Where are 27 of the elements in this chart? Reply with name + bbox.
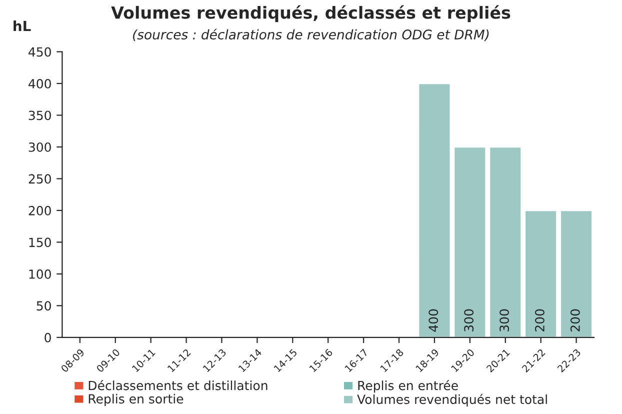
y-tick-label: 0 bbox=[44, 332, 51, 342]
chart-subtitle: (sources : déclarations de revendication ODG et DRM) bbox=[133, 28, 489, 42]
bar bbox=[560, 210, 593, 338]
data-label: 400 bbox=[428, 309, 438, 332]
bar bbox=[418, 82, 452, 338]
y-tick-label: 200 bbox=[28, 206, 51, 216]
y-tick-label: 300 bbox=[28, 142, 51, 152]
y-tick-label: 450 bbox=[28, 47, 51, 57]
data-label: 200 bbox=[570, 309, 580, 332]
data-label: 200 bbox=[535, 309, 544, 332]
y-tick-label: 100 bbox=[29, 269, 51, 279]
legend-label: Déclassements et distillation bbox=[88, 380, 268, 390]
y-tick-label: 50 bbox=[36, 301, 51, 311]
bar bbox=[488, 146, 522, 338]
legend-label: Replis en sortie bbox=[88, 394, 184, 406]
y-tick-label: 400 bbox=[28, 78, 51, 88]
data-label: 300 bbox=[464, 309, 474, 332]
data-label: 300 bbox=[500, 309, 509, 332]
bar bbox=[524, 210, 558, 338]
legend-label: Volumes revendiqués net total bbox=[357, 394, 547, 406]
y-tick-label: 350 bbox=[28, 110, 51, 120]
y-tick-label: 250 bbox=[28, 174, 51, 184]
y-tick-label: 150 bbox=[29, 238, 51, 248]
y-axis-title: hL bbox=[14, 20, 31, 32]
chart-title: Volumes revendiqués, déclassés et repliés bbox=[111, 5, 510, 22]
bar bbox=[453, 146, 487, 338]
legend-label: Replis en entrée bbox=[358, 380, 458, 393]
